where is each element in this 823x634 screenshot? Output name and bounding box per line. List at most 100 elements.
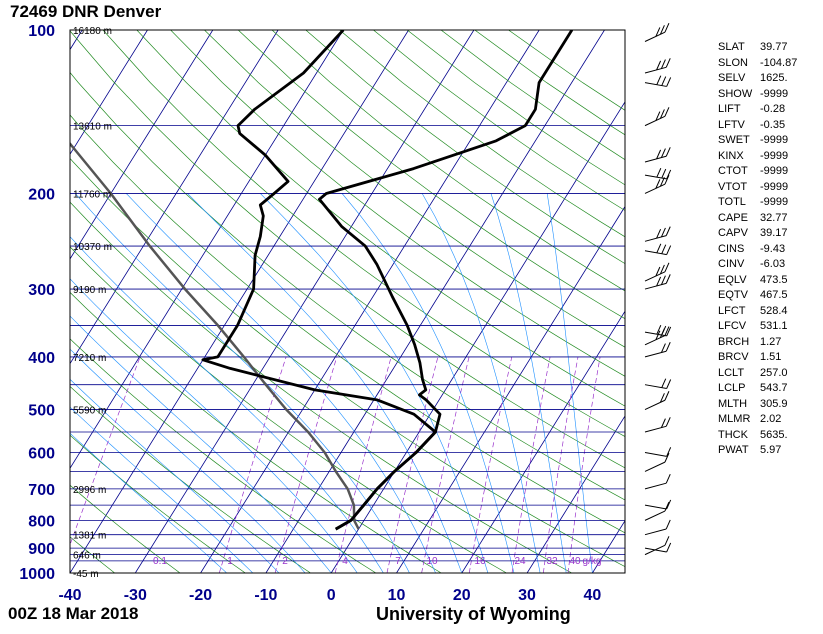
isobar-height-label: 2996 m <box>73 485 106 496</box>
wind-barb-feather <box>665 519 671 530</box>
wind-barb-feather <box>664 452 670 463</box>
stat-name: CTOT <box>718 165 748 177</box>
stat-value: -0.35 <box>760 118 786 131</box>
temperature-tick-label: 20 <box>453 587 471 604</box>
wind-barb-feather <box>664 23 670 33</box>
wind-barbs <box>644 23 672 556</box>
temperature-tick-label: -40 <box>58 587 81 604</box>
stat-name: SLON <box>718 56 748 69</box>
stat-row-brch: BRCH 1.27 <box>718 335 797 351</box>
wind-barb-shaft <box>644 461 666 472</box>
isobar-height-label: 10370 m <box>73 242 112 253</box>
temperature-tick-label: 0 <box>327 587 336 604</box>
stat-row-totl: TOTL -9999 <box>718 195 797 211</box>
wind-barb <box>644 147 671 163</box>
stat-row-lftv: LFTV -0.35 <box>718 118 797 134</box>
isobar-height-label: 646 m <box>73 551 101 562</box>
isotherm-line <box>70 30 344 470</box>
wind-barb-feather <box>659 264 665 275</box>
pressure-tick-label: 200 <box>28 186 55 203</box>
stat-name: LFCV <box>718 320 747 332</box>
wind-barb-shaft <box>644 482 667 490</box>
wind-barb-shaft <box>644 115 666 127</box>
wind-barb-feather <box>659 328 665 338</box>
wind-barb-feather <box>655 330 661 340</box>
temperature-tick-label: -10 <box>254 587 277 604</box>
wind-barb <box>644 473 671 490</box>
stat-name: EQTV <box>718 289 748 301</box>
temperature-tick-label: 40 <box>583 587 601 604</box>
wind-barb-shaft <box>644 31 666 42</box>
wind-barb-feather <box>661 244 667 254</box>
wind-barb <box>644 262 670 282</box>
stat-row-selv: SELV 1625. <box>718 71 797 87</box>
pressure-tick-label: 100 <box>28 23 55 40</box>
wind-barb-feather <box>655 266 661 277</box>
mixing-ratio-label: 0.1 <box>153 556 167 567</box>
chart-title: 72469 DNR Denver <box>10 2 162 21</box>
isobar-height-label: -45 m <box>73 569 99 580</box>
stat-value: -9999 <box>760 87 789 100</box>
dry-adiabat-line <box>70 71 625 501</box>
pressure-tick-label: 1000 <box>19 566 55 583</box>
source-label: University of Wyoming <box>376 604 571 624</box>
dry-adiabat-line <box>70 114 625 534</box>
stat-value: 473.5 <box>760 273 788 286</box>
stats-panel: SLAT 39.77 SLON -104.87 SELV 1625. SHOW -9999 LI… <box>718 40 797 459</box>
wind-barb-feather <box>665 473 671 484</box>
isobar-height-label: 16180 m <box>73 26 112 37</box>
wind-barb-feather <box>659 393 665 403</box>
stat-name: BRCH <box>718 335 750 348</box>
pressure-tick-label: 700 <box>28 482 55 499</box>
wind-barb-shaft <box>644 235 667 242</box>
stat-name: SWET <box>718 134 750 146</box>
wind-barb-feather <box>665 417 671 427</box>
wind-barb-feather <box>661 168 667 179</box>
temperature-tick-label: 30 <box>518 587 536 604</box>
wind-barb-feather <box>666 169 672 180</box>
stat-row-mlth: MLTH 305.9 <box>718 397 797 413</box>
mixing-ratio-label: 40 <box>569 556 581 567</box>
wind-barb-feather <box>666 447 672 457</box>
temperature-line <box>317 30 574 531</box>
wind-barb-feather <box>656 167 662 178</box>
wind-barb-shaft <box>644 271 666 282</box>
stat-value: -9999 <box>760 165 789 177</box>
wind-barb <box>644 274 671 290</box>
stat-value: 5635. <box>760 428 788 441</box>
wind-barb-feather <box>666 326 672 337</box>
stat-name: LIFT <box>718 103 741 115</box>
temperature-tick-label: 10 <box>388 587 406 604</box>
wind-barb-shaft <box>644 174 667 180</box>
wind-barb-feather <box>660 418 666 428</box>
wind-barb <box>644 342 671 358</box>
mixing-ratio-label: 16 <box>474 556 486 567</box>
stat-name: LFCT <box>718 304 746 317</box>
isotherm-line <box>461 310 625 573</box>
stat-value: 528.4 <box>760 304 788 317</box>
wind-barb-shaft <box>644 155 667 163</box>
wind-barb <box>644 447 672 457</box>
isotherm-line <box>200 30 540 573</box>
stat-name: CAPE <box>718 211 748 224</box>
wind-barb <box>644 23 670 42</box>
wind-barb-feather <box>656 75 662 85</box>
wind-barb-feather <box>666 499 672 510</box>
wind-barb <box>644 174 670 194</box>
wind-barb-feather <box>664 326 670 336</box>
stat-row-lclt: LCLT 257.0 <box>718 366 797 382</box>
mixing-ratio-line <box>274 356 338 573</box>
wind-barb-feather <box>656 229 662 239</box>
wind-barb-shaft <box>644 250 667 256</box>
wind-barb-feather <box>666 542 672 553</box>
pressure-tick-label: 900 <box>28 541 55 558</box>
stat-name: TOTL <box>718 196 746 208</box>
stat-row-eqlv: EQLV 473.5 <box>718 273 797 289</box>
stat-row-eqtv: EQTV 467.5 <box>718 288 797 304</box>
isobar-height-label: 7210 m <box>73 353 106 364</box>
wind-barb-feather <box>664 262 670 272</box>
stat-name: MLMR <box>718 413 751 425</box>
stat-name: LCLT <box>718 366 745 379</box>
stat-value: 5.97 <box>760 444 782 456</box>
stat-value: -6.03 <box>760 258 786 270</box>
